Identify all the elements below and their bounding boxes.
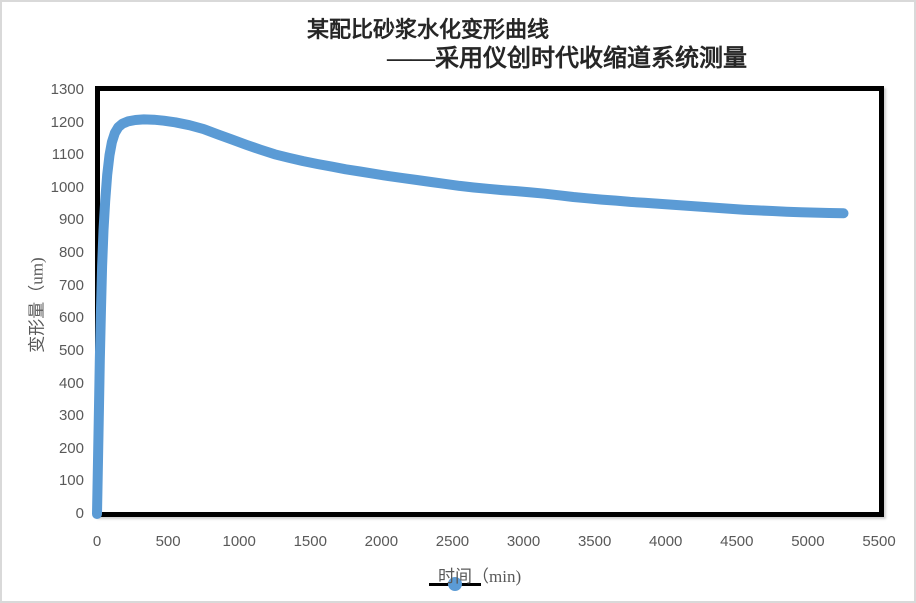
y-tick-label: 700 bbox=[58, 276, 84, 294]
y-tick-label: 600 bbox=[58, 309, 84, 327]
y-tick-label: 900 bbox=[58, 211, 84, 229]
y-tick-label: 1000 bbox=[50, 178, 84, 196]
x-tick-label: 0 bbox=[92, 533, 102, 550]
x-tick-label: 5500 bbox=[862, 533, 896, 550]
plot-area bbox=[95, 86, 884, 517]
y-tick-label: 1300 bbox=[50, 81, 84, 98]
y-tick-label: 0 bbox=[75, 505, 84, 522]
x-tick-label: 2000 bbox=[364, 533, 399, 550]
deformation-curve bbox=[92, 114, 849, 519]
x-tick-label: 5000 bbox=[791, 533, 825, 550]
legend-label: 时间（min) bbox=[438, 567, 522, 586]
y-tick-label: 100 bbox=[58, 472, 84, 490]
chart-title-line1: 某配比砂浆水化变形曲线 bbox=[307, 17, 550, 42]
x-tick-label: 3500 bbox=[577, 533, 612, 550]
y-tick-label: 1200 bbox=[50, 113, 84, 131]
legend: 时间（min) bbox=[422, 560, 562, 596]
series-line bbox=[92, 114, 849, 519]
y-tick-label: 200 bbox=[58, 439, 84, 457]
y-axis-title: 变形量（um) bbox=[27, 257, 47, 353]
x-tick-label: 1500 bbox=[293, 533, 327, 550]
x-tick-label: 3000 bbox=[506, 533, 541, 550]
x-tick-label: 4500 bbox=[720, 533, 754, 550]
x-tick-label: 500 bbox=[155, 533, 181, 550]
y-tick-label: 400 bbox=[58, 374, 84, 392]
x-tick-label: 4000 bbox=[649, 533, 683, 550]
y-tick-label: 1100 bbox=[51, 146, 84, 164]
x-tick-label: 1000 bbox=[222, 533, 256, 550]
legend-dot-icon bbox=[448, 577, 462, 591]
y-tick-label: 800 bbox=[58, 244, 84, 262]
y-tick-label: 500 bbox=[58, 341, 84, 359]
y-tick-label: 300 bbox=[58, 407, 84, 425]
chart-title-line2: ——采用仪创时代收缩道系统测量 bbox=[387, 46, 747, 72]
x-tick-label: 2500 bbox=[435, 533, 470, 550]
